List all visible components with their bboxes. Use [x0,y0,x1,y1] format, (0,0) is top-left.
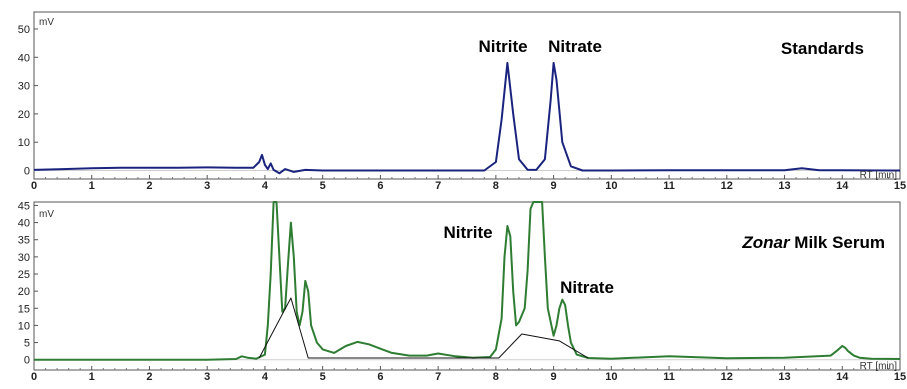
top-x-tick-label: 0 [31,180,37,192]
bottom-y-unit: mV [39,209,54,220]
top-x-tick-label: 5 [320,180,326,192]
bottom-x-tick-label: 7 [435,371,441,383]
bottom-x-tick-label: 3 [204,371,210,383]
bottom-x-tick-label: 6 [377,371,383,383]
bottom-panel-label: Zonar Milk Serum [741,233,885,252]
top-x-tick-label: 8 [493,180,499,192]
top-x-tick-label: 10 [605,180,617,192]
bottom-y-tick-label: 5 [24,338,30,350]
bottom-x-tick-label: 1 [89,371,95,383]
top-y-unit: mV [39,17,54,28]
bottom-x-tick-label: 5 [320,371,326,383]
top-chromatogram-trace [33,61,901,175]
bottom-x-tick-label: 11 [663,371,675,383]
bottom-nitrite-label: Nitrite [443,223,492,242]
top-x-tick-label: 11 [663,180,675,192]
bottom-baseline-trace [258,297,589,359]
bottom-x-tick-label: 14 [836,371,849,383]
top-traces [33,61,901,175]
top-x-tick-label: 15 [894,180,906,192]
bottom-chromatogram-trace [34,201,901,361]
top-y-tick-label: 30 [18,81,30,93]
top-nitrite-label: Nitrite [478,37,527,56]
top-x-tick-label: 3 [204,180,210,192]
bottom-y-tick-label: 30 [18,252,30,264]
top-y-tick-label: 20 [18,109,30,121]
top-x-tick-label: 13 [778,180,790,192]
top-x-tick-label: 12 [721,180,733,192]
bottom-x-tick-label: 2 [146,371,152,383]
bottom-y-tick-label: 15 [18,303,30,315]
bottom-traces [34,201,901,361]
top-y-tick-label: 10 [18,137,30,149]
bottom-x-tick-label: 8 [493,371,499,383]
top-y-tick-label: 50 [18,24,30,36]
top-x-tick-label: 6 [377,180,383,192]
top-panel-label: Standards [781,39,864,58]
bottom-x-tick-label: 0 [31,371,37,383]
top-x-tick-label: 1 [89,180,95,192]
top-x-tick-label: 4 [262,180,269,192]
top-nitrate-label: Nitrate [548,37,602,56]
bottom-x-tick-label: 9 [551,371,557,383]
bottom-x-unit: RT [min] [860,361,898,372]
top-y-tick-label: 0 [24,166,30,178]
milk-serum-panel: 0 1 2 3 4 5 6 7 8 9 10 11 12 13 14 15051015202530354045… [18,200,906,383]
top-x-tick-label: 2 [146,180,152,192]
bottom-y-tick-label: 10 [18,320,30,332]
top-x-tick-label: 7 [435,180,441,192]
top-plot-frame [33,11,901,180]
bottom-x-tick-label: 13 [778,371,790,383]
bottom-x-tick-label: 12 [721,371,733,383]
top-x-tick-label: 9 [551,180,557,192]
bottom-nitrate-label: Nitrate [560,278,614,297]
bottom-plot-frame [33,201,901,371]
bottom-y-tick-label: 35 [18,235,30,247]
bottom-x-tick-label: 4 [262,371,269,383]
bottom-x-tick-label: 10 [605,371,617,383]
top-x-tick-label: 14 [836,180,849,192]
bottom-x-tick-label: 15 [894,371,906,383]
bottom-y-tick-label: 45 [18,200,30,212]
bottom-y-tick-label: 40 [18,218,30,230]
top-y-tick-label: 40 [18,52,30,64]
bottom-y-tick-label: 0 [24,355,30,367]
top-x-unit: RT [min] [860,170,898,181]
bottom-y-tick-label: 25 [18,269,30,281]
bottom-y-tick-label: 20 [18,286,30,298]
